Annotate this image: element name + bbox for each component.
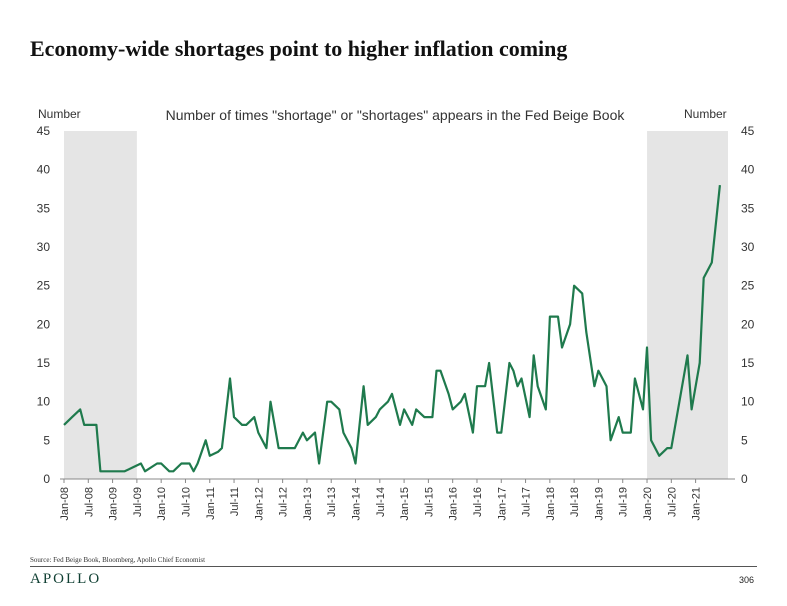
x-tick-label: Jan-13 — [302, 487, 314, 521]
line-chart: Number of times "shortage" or "shortages… — [37, 107, 755, 521]
shaded-period-1 — [64, 131, 137, 479]
x-tick-label: Jul-11 — [229, 487, 241, 516]
x-tick-label: Jul-20 — [666, 487, 678, 517]
x-tick-label: Jul-19 — [618, 487, 630, 517]
x-tick-label: Jul-13 — [326, 487, 338, 517]
y-tick-label-left: 0 — [43, 472, 50, 486]
y-axis-left: 0 5 10 15 20 25 30 35 40 45 — [37, 124, 51, 486]
x-tick-label: Jan-19 — [593, 487, 605, 521]
x-tick-label: Jan-12 — [253, 487, 265, 521]
y-tick-label-right: 40 — [741, 163, 755, 177]
x-tick-label: Jul-08 — [83, 487, 95, 517]
source-note: Source: Fed Beige Book, Bloomberg, Apoll… — [30, 556, 206, 564]
x-tick-label: Jul-18 — [569, 487, 581, 517]
x-tick-label: Jan-18 — [545, 487, 557, 521]
x-tick-label: Jan-14 — [351, 487, 363, 521]
y-tick-label-left: 10 — [37, 395, 51, 409]
x-tick-label: Jul-16 — [472, 487, 484, 517]
x-tick-label: Jan-11 — [205, 487, 217, 520]
x-tick-label: Jan-21 — [691, 487, 703, 521]
y-tick-label-left: 15 — [37, 356, 51, 370]
y-tick-label-right: 25 — [741, 279, 755, 293]
brand-logo: APOLLO — [30, 571, 102, 587]
y-tick-label-right: 20 — [741, 317, 755, 331]
x-tick-label: Jul-12 — [278, 487, 290, 517]
page-title: Economy-wide shortages point to higher i… — [30, 36, 568, 61]
x-tick-label: Jul-14 — [375, 487, 387, 517]
y-tick-label-left: 25 — [37, 279, 51, 293]
y-tick-label-right: 15 — [741, 356, 755, 370]
y-tick-label-right: 10 — [741, 395, 755, 409]
x-tick-label: Jul-10 — [180, 487, 192, 517]
x-tick-label: Jan-15 — [399, 487, 411, 521]
y-tick-label-right: 35 — [741, 201, 755, 215]
y-tick-label-left: 20 — [37, 317, 51, 331]
x-tick-label: Jul-15 — [423, 487, 435, 517]
recession-shading — [64, 131, 728, 479]
y-axis-label-left: Number — [38, 107, 81, 121]
x-tick-label: Jan-09 — [108, 487, 120, 521]
y-tick-label-right: 30 — [741, 240, 755, 254]
series-line-shortage-count — [63, 184, 721, 473]
shaded-period-2 — [647, 131, 728, 479]
x-tick-label: Jul-17 — [521, 487, 533, 517]
chart-subtitle: Number of times "shortage" or "shortages… — [166, 107, 626, 123]
x-tick-label: Jan-08 — [59, 487, 71, 521]
y-axis-right: 0 5 10 15 20 25 30 35 40 45 — [741, 124, 755, 486]
y-tick-label-right: 5 — [741, 433, 748, 447]
x-tick-label: Jan-20 — [642, 487, 654, 521]
y-tick-label-left: 5 — [43, 433, 50, 447]
y-tick-label-left: 35 — [37, 201, 51, 215]
x-tick-label: Jan-10 — [156, 487, 168, 521]
y-tick-label-right: 0 — [741, 472, 748, 486]
page-number: 306 — [738, 575, 754, 585]
x-tick-label: Jul-09 — [132, 487, 144, 517]
footer-divider — [30, 566, 757, 567]
y-tick-label-right: 45 — [741, 124, 755, 138]
x-tick-label: Jan-17 — [496, 487, 508, 521]
y-tick-label-left: 40 — [37, 163, 51, 177]
x-axis: Jan-08 Jul-08 Jan-09 Jul-09 Jan-10 Jul-10 Jan-… — [59, 479, 703, 521]
y-tick-label-left: 30 — [37, 240, 51, 254]
x-tick-label: Jan-16 — [448, 487, 460, 521]
y-axis-label-right: Number — [684, 107, 727, 121]
y-tick-label-left: 45 — [37, 124, 51, 138]
